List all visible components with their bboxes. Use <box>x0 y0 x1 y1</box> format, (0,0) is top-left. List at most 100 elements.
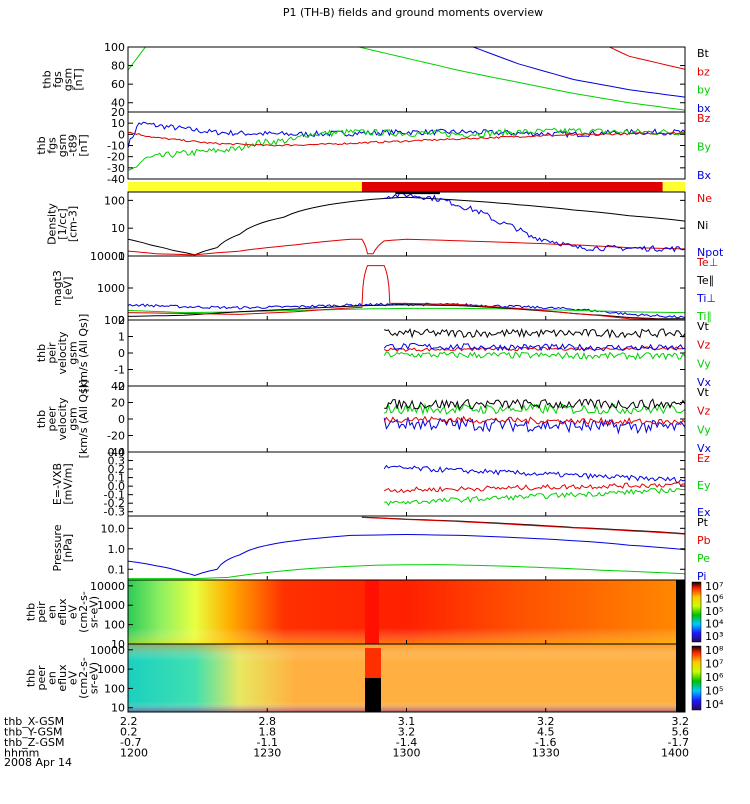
legend-entry: Pe <box>697 552 710 565</box>
x-tick-label: 3.2 <box>398 726 416 739</box>
y-axis-label: eV <box>67 670 80 685</box>
legend-entry: Ti⊥ <box>696 292 716 305</box>
colorbar-label: 10⁷ <box>705 658 723 671</box>
y-axis-label: peir <box>35 601 48 623</box>
y-tick-label: 40 <box>111 380 125 393</box>
colorbar-label: 10⁵ <box>705 685 723 698</box>
panel-frame <box>127 111 686 180</box>
y-tick-label: 0.1 <box>108 563 126 576</box>
series-line-1 <box>383 481 685 494</box>
y-tick-label: 10 <box>111 117 125 130</box>
y-tick-label: 0 <box>118 347 125 360</box>
x-axis-labels: thb_X-GSMthb_Y-GSMthb_Z-GSMhhmm2.20.2-0.… <box>4 108 689 760</box>
roi-segment-1 <box>361 182 663 192</box>
spectrogram-gap <box>365 580 379 644</box>
y-tick-label: 0 <box>118 128 125 141</box>
x-tick-label: 1200 <box>120 747 148 760</box>
spectrogram-shade <box>128 644 685 712</box>
y-tick-label: 10.0 <box>101 522 126 535</box>
y-axis-label: [nPa] <box>61 534 74 562</box>
y-tick-label: 1.0 <box>108 543 126 556</box>
colorbar-label: 10³ <box>705 630 723 643</box>
x-tick-label: 3.2 <box>537 715 555 728</box>
x-tick-label: -0.7 <box>120 736 141 749</box>
series-line-0 <box>128 47 685 111</box>
x-tick-label: 1330 <box>532 747 560 760</box>
panel-3: 100 10 1 Density[1/cc][cm-3] Ne Ni Npot <box>46 191 724 263</box>
spectrogram-gap <box>365 678 381 712</box>
y-axis-label: eflux <box>56 598 69 626</box>
y-axis-label: eV <box>67 604 80 619</box>
y-axis-label: (cm2-s- <box>77 591 90 633</box>
colorbar <box>691 645 702 711</box>
legend-entry: Pi <box>697 570 706 583</box>
y-tick-label: 10 <box>111 638 125 651</box>
y-axis-label: gsm <box>67 341 80 364</box>
legend-entry: bx <box>697 102 711 115</box>
panels: 406080100thbfgsgsm[nT]Btbzbybx20100-10-2… <box>25 41 724 715</box>
x-tick-label: -1.1 <box>257 736 278 749</box>
legend-entry: Te⊥ <box>696 256 718 269</box>
y-axis-label: (cm2-s- <box>77 657 90 699</box>
series-line-3 <box>383 351 685 361</box>
y-axis-label: [cm-3] <box>67 206 80 242</box>
y-tick-label: 0.0 <box>108 480 126 493</box>
legend-entry: Bz <box>697 112 711 125</box>
panel-8: 10.0 1.0 0.1 Pressure[nPa] Pt Pb Pe Pi <box>51 515 711 583</box>
y-axis-label: gsm <box>61 68 74 91</box>
y-axis-label: thb <box>25 603 38 621</box>
x-tick-label: 4.5 <box>537 726 555 739</box>
spectrogram-shade <box>128 580 685 644</box>
series-line-1 <box>383 402 685 416</box>
legend-entry: Ex <box>697 506 711 519</box>
colorbar <box>691 581 702 643</box>
legend-entry: By <box>697 141 712 154</box>
y-tick-label: 0.3 <box>108 455 126 468</box>
y-axis-label: sr-eV) <box>88 662 101 694</box>
legend-entry: Vx <box>697 442 712 455</box>
x-axis-row-label: hhmm <box>4 747 39 760</box>
series-group <box>128 192 685 256</box>
panel-frame <box>127 319 686 387</box>
y-axis-label: fgs <box>51 71 64 88</box>
y-tick-label: 0.4 <box>108 446 126 459</box>
spectrogram-edge <box>676 644 685 712</box>
y-tick-label: 10 <box>111 702 125 715</box>
x-tick-label: 1400 <box>661 747 689 760</box>
series-line-1 <box>128 238 685 256</box>
x-tick-label: 3.2 <box>672 715 690 728</box>
y-axis-label: gsm <box>67 407 80 430</box>
x-tick-label: 1300 <box>393 747 421 760</box>
y-tick-label: 0.2 <box>108 463 126 476</box>
y-axis-label: peer <box>35 665 48 691</box>
y-axis-label: thb <box>40 70 53 88</box>
x-tick-label: 5.6 <box>672 726 690 739</box>
x-axis-row-label: thb_Y-GSM <box>4 726 63 739</box>
x-tick-label: -1.6 <box>535 736 556 749</box>
series-line-2 <box>384 192 685 253</box>
y-tick-label: -2 <box>114 380 125 393</box>
x-tick-label: 2.2 <box>120 715 138 728</box>
y-tick-label: 100 <box>104 619 125 632</box>
series-line-2 <box>473 47 685 98</box>
series-line-2 <box>383 343 685 352</box>
y-axis-label: [nT] <box>77 134 90 156</box>
panel-7: 0.40.30.20.10.0-0.1-0.2-0.3 E=-VXB[mV/m] E… <box>51 446 711 519</box>
y-tick-label: 10000 <box>90 250 125 263</box>
y-axis-label: [1/cc] <box>56 208 69 239</box>
spectrogram-band <box>365 648 381 678</box>
y-tick-label: -1 <box>114 364 125 377</box>
y-axis-label: E=-VXB <box>51 463 64 505</box>
y-axis-label: [mV/m] <box>61 463 74 504</box>
y-tick-label: 100 <box>104 194 125 207</box>
y-tick-label: -0.1 <box>104 489 125 502</box>
y-tick-label: 10000 <box>90 644 125 657</box>
series-group <box>383 398 685 435</box>
x-tick-label: -1.4 <box>396 736 417 749</box>
y-tick-label: 1000 <box>97 599 125 612</box>
legend-entry: Pb <box>697 534 711 547</box>
legend-entry: by <box>697 84 711 97</box>
